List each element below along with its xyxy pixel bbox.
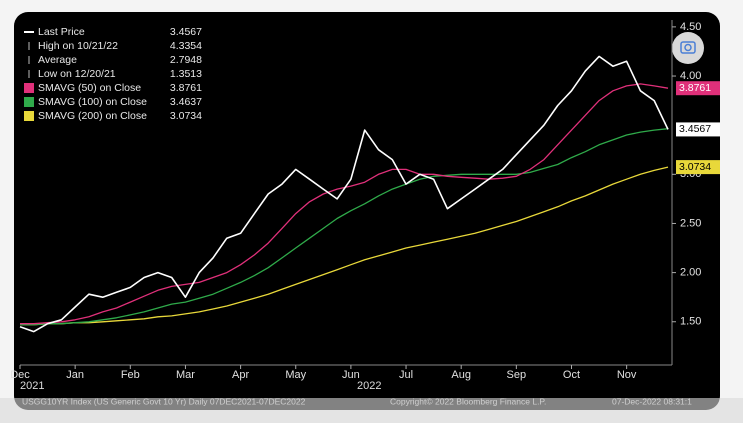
x-tick-label: Apr xyxy=(232,369,249,381)
legend-swatch xyxy=(24,111,34,121)
x-tick-label: Jun xyxy=(342,369,360,381)
x-tick-label: May xyxy=(285,369,306,381)
stat-label: High on 10/21/22 xyxy=(38,40,118,52)
x-tick-label: Nov xyxy=(617,369,637,381)
x-tick-label: Jul xyxy=(399,369,413,381)
series-line xyxy=(19,55,669,333)
stat-value: 2.7948 xyxy=(170,54,202,66)
footer-left: USGG10YR Index (US Generic Govt 10 Yr) D… xyxy=(22,396,306,406)
viewer-bar xyxy=(0,398,743,423)
x-tick-label: Jan xyxy=(66,369,84,381)
y-tick-label: 4.00 xyxy=(680,70,701,82)
x-tick-label: Aug xyxy=(451,369,471,381)
value-tag xyxy=(676,81,720,96)
legend-value: 3.8761 xyxy=(170,82,202,94)
x-tick-label: Mar xyxy=(176,369,195,381)
legend-swatch xyxy=(24,83,34,93)
camera-lens xyxy=(684,43,692,52)
legend-value: 3.4637 xyxy=(170,96,202,108)
value-tag-label: 3.8761 xyxy=(679,82,711,94)
legend-label: SMAVG (50) on Close xyxy=(38,82,141,94)
footer-mid: Copyright© 2022 Bloomberg Finance L.P. xyxy=(390,396,546,406)
legend-label: SMAVG (200) on Close xyxy=(38,110,147,122)
y-tick-label: 2.50 xyxy=(680,217,701,229)
value-tag-label: 3.0734 xyxy=(679,161,711,173)
series-line xyxy=(20,83,669,325)
x-tick-label: Sep xyxy=(507,369,527,381)
series-line xyxy=(20,128,669,326)
camera-icon xyxy=(680,41,696,54)
stat-value: 4.3354 xyxy=(170,40,202,52)
value-tag xyxy=(676,122,720,137)
x-tick-label: Feb xyxy=(121,369,140,381)
legend-box xyxy=(20,22,206,128)
y-tick-label: 4.50 xyxy=(680,21,701,33)
year-label: 2021 xyxy=(20,380,44,392)
x-tick-label: Dec xyxy=(10,369,30,381)
stat-label: Low on 12/20/21 xyxy=(38,68,116,80)
x-tick-label: Oct xyxy=(563,369,580,381)
y-tick-label: 2.00 xyxy=(680,267,701,279)
legend-value: 3.4567 xyxy=(170,26,202,38)
legend-label: SMAVG (100) on Close xyxy=(38,96,147,108)
value-tag-label: 3.4567 xyxy=(679,123,711,135)
legend-value: 3.0734 xyxy=(170,110,202,122)
stat-value: 1.3513 xyxy=(170,68,202,80)
stat-label: Average xyxy=(38,54,77,66)
y-tick-label: 1.50 xyxy=(680,316,701,328)
value-tag xyxy=(676,160,720,175)
camera-button[interactable] xyxy=(672,32,704,64)
legend-swatch xyxy=(24,97,34,107)
legend-label: Last Price xyxy=(38,26,85,38)
legend: Last Price 3.4567 High on 10/21/22 4.3354 Av… xyxy=(20,22,206,128)
footer-right: 07-Dec-2022 08:31:1 xyxy=(612,396,692,406)
year-label: 2022 xyxy=(357,380,381,392)
series-line xyxy=(20,166,669,326)
